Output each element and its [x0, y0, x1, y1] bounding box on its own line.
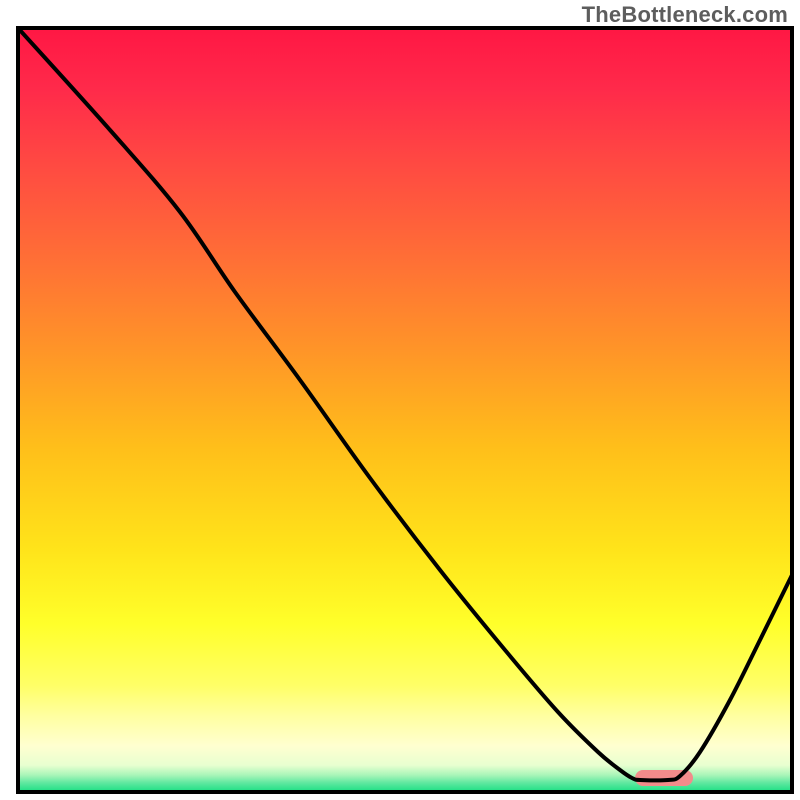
gradient-background — [18, 28, 792, 792]
bottleneck-chart — [0, 0, 800, 800]
watermark-text: TheBottleneck.com — [582, 2, 788, 28]
chart-container: TheBottleneck.com — [0, 0, 800, 800]
plot-area — [18, 28, 792, 792]
